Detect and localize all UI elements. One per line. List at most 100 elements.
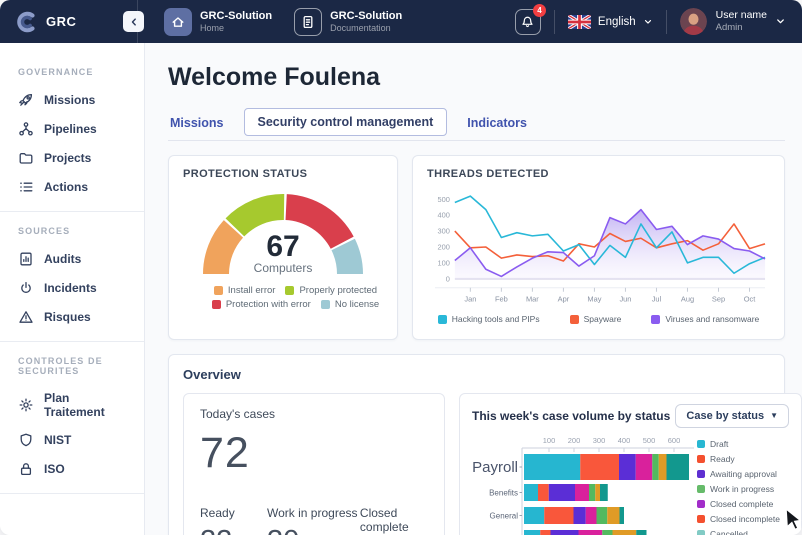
tab-missions[interactable]: Missions xyxy=(170,115,224,130)
legend-item: Work in progress xyxy=(697,481,789,496)
sidebar-item-label: Incidents xyxy=(44,280,97,295)
svg-text:67: 67 xyxy=(266,230,299,263)
nav-home-title: GRC-Solution xyxy=(200,9,273,22)
section-header: CONTROLES DE SECURITES xyxy=(18,356,103,376)
lock-icon xyxy=(18,461,34,477)
legend-label: Cancelled xyxy=(710,528,748,535)
nav-item-home[interactable]: GRC-Solution Home xyxy=(164,7,273,36)
svg-text:Jun: Jun xyxy=(619,295,631,304)
user-avatar[interactable] xyxy=(679,8,707,35)
svg-text:300: 300 xyxy=(593,436,606,445)
svg-text:Aug: Aug xyxy=(681,295,694,304)
sidebar-item-audits[interactable]: Audits xyxy=(18,244,130,273)
language-selector[interactable]: English xyxy=(567,14,653,29)
legend-swatch xyxy=(211,299,221,309)
sidebar-item-plan-traitement[interactable]: Plan Traitement xyxy=(18,384,130,425)
svg-text:200: 200 xyxy=(568,436,581,445)
work-in-progress-label: Work in progress xyxy=(267,506,358,520)
sidebar-item-label: Risques xyxy=(44,309,91,324)
tab-security-control-management[interactable]: Security control management xyxy=(243,108,448,136)
sidebar: GOVERNANCE Missions Pipelines Projects A… xyxy=(0,43,145,535)
legend-label: Awaiting approval xyxy=(710,468,777,479)
nav-item-documentation[interactable]: GRC-Solution Documentation xyxy=(294,7,403,36)
case-volume-card: This week's case volume by status Case b… xyxy=(459,393,802,535)
navbar-divider xyxy=(665,9,667,34)
legend-swatch xyxy=(697,454,705,463)
rocket-icon xyxy=(18,92,34,108)
case-by-status-dropdown[interactable]: Case by status ▼ xyxy=(675,404,789,428)
language-label: English xyxy=(597,15,636,28)
svg-text:Mar: Mar xyxy=(526,295,539,304)
todays-cases-card: Today's cases 72 Ready 22 Work in progre… xyxy=(183,393,445,535)
brand-name: GRC xyxy=(46,14,77,29)
list-icon xyxy=(18,179,34,195)
svg-text:Jul: Jul xyxy=(652,295,662,304)
legend-label: Protection with error xyxy=(225,298,311,310)
threads-legend: Hacking tools and PIPs Spayware Viruses an… xyxy=(427,314,770,324)
todays-cases-value: 72 xyxy=(200,429,250,477)
legend-label: Spayware xyxy=(583,314,622,324)
user-role: Admin xyxy=(715,22,743,33)
sidebar-item-nist[interactable]: NIST xyxy=(18,425,130,454)
uk-flag-icon xyxy=(567,14,591,29)
legend-label: Ready xyxy=(710,453,735,464)
legend-item: Cancelled xyxy=(697,526,789,535)
legend-swatch xyxy=(651,314,661,324)
shield-icon xyxy=(18,432,34,448)
legend-item: Spayware xyxy=(569,314,622,324)
svg-text:400: 400 xyxy=(437,211,449,220)
svg-text:Feb: Feb xyxy=(495,295,508,304)
overview-card: Overview Today's cases 72 Ready 22 Work … xyxy=(168,354,802,535)
sidebar-item-missions[interactable]: Missions xyxy=(18,85,130,114)
sidebar-item-label: Actions xyxy=(44,179,89,194)
sidebar-item-label: NIST xyxy=(44,432,72,447)
sidebar-section-controles: CONTROLES DE SECURITES Plan Traitement N… xyxy=(0,342,144,494)
sidebar-item-label: Audits xyxy=(44,251,82,266)
svg-text:100: 100 xyxy=(543,436,556,445)
notification-count-badge: 4 xyxy=(532,3,546,17)
legend-swatch xyxy=(697,529,705,535)
top-navbar: GRC GRC-Solution Home xyxy=(0,0,802,43)
navbar-right: 4 English xyxy=(514,3,786,35)
notifications-button[interactable]: 4 xyxy=(514,3,546,35)
svg-text:Apr: Apr xyxy=(558,295,570,304)
sidebar-item-actions[interactable]: Actions xyxy=(18,172,130,201)
legend-item: Viruses and ransomware xyxy=(651,314,759,324)
sidebar-item-pipelines[interactable]: Pipelines xyxy=(18,114,130,143)
legend-item: Protection with error xyxy=(211,298,311,310)
nav-docs-subtitle: Documentation xyxy=(330,22,391,33)
sidebar-item-iso[interactable]: ISO xyxy=(18,454,130,483)
chevron-down-icon[interactable] xyxy=(775,16,786,27)
section-header: SOURCES xyxy=(18,226,71,236)
sidebar-item-risques[interactable]: Risques xyxy=(18,302,130,331)
protection-status-title: PROTECTION STATUS xyxy=(183,168,308,180)
nav-home-subtitle: Home xyxy=(200,22,225,33)
user-menu[interactable]: User name Admin xyxy=(716,9,767,34)
chevron-down-icon xyxy=(643,17,653,27)
tab-indicators[interactable]: Indicators xyxy=(467,115,527,130)
legend-item: Awaiting approval xyxy=(697,466,789,481)
navbar-divider xyxy=(553,9,555,34)
todays-cases-label: Today's cases xyxy=(200,407,275,421)
svg-text:500: 500 xyxy=(437,195,449,204)
sidebar-collapse-button[interactable] xyxy=(123,11,144,32)
section-header: GOVERNANCE xyxy=(18,67,94,77)
protection-gauge-legend: Install error Properly protected Protectio… xyxy=(183,283,408,311)
overview-title: Overview xyxy=(183,367,241,382)
brand[interactable]: GRC xyxy=(16,11,122,33)
legend-label: Work in progress xyxy=(710,483,775,494)
legend-item: Install error xyxy=(213,285,275,296)
ready-value: 22 xyxy=(200,525,267,535)
svg-text:General: General xyxy=(490,512,519,521)
pipeline-nodes-icon xyxy=(18,121,34,137)
legend-label: Hacking tools and PIPs xyxy=(451,314,540,324)
svg-text:May: May xyxy=(587,295,601,304)
sidebar-item-incidents[interactable]: Incidents xyxy=(18,273,130,302)
sidebar-item-projects[interactable]: Projects xyxy=(18,143,130,172)
nav-docs-title: GRC-Solution xyxy=(330,9,403,22)
legend-item: Hacking tools and PIPs xyxy=(437,314,540,324)
main-content: Welcome Foulena Missions Security contro… xyxy=(145,43,802,535)
svg-text:600: 600 xyxy=(668,436,681,445)
legend-label: Viruses and ransomware xyxy=(665,314,760,324)
